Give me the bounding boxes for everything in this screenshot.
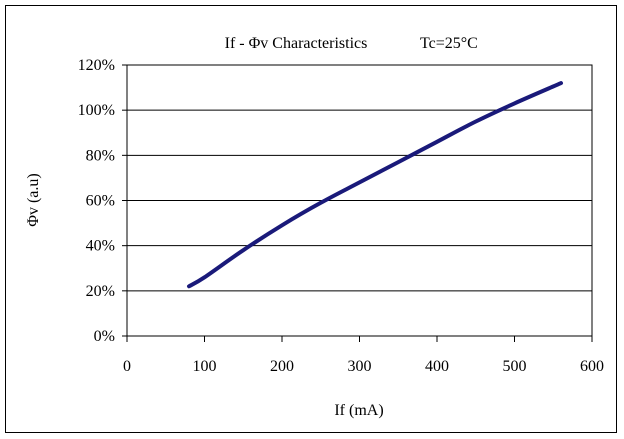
y-tick-label: 100% [78, 102, 115, 119]
x-tick-label: 400 [425, 358, 449, 375]
y-tick-label: 20% [86, 283, 115, 300]
series-layer [187, 81, 563, 289]
y-tick-label: 40% [86, 238, 115, 255]
y-tick-label: 80% [86, 147, 115, 164]
chart-title: If - Φv Characteristics [225, 35, 368, 52]
y-tick-label: 120% [78, 57, 115, 74]
x-tick-label: 200 [270, 358, 294, 375]
x-tick-label: 600 [580, 358, 604, 375]
x-tick-label: 0 [123, 358, 131, 375]
chart-frame [5, 5, 617, 433]
series-line [187, 81, 563, 289]
x-tick-label: 100 [193, 358, 217, 375]
axis-ticks [122, 64, 593, 342]
y-tick-label: 0% [94, 328, 115, 345]
chart-condition: Tc=25°C [420, 35, 478, 52]
x-tick-label: 500 [503, 358, 527, 375]
grid-lines [127, 109, 592, 292]
x-axis-label: If (mA) [334, 402, 383, 419]
y-axis-label: Φv (a.u) [25, 173, 42, 226]
y-tick-label: 60% [86, 193, 115, 210]
tick-labels: 0% 20% 40% 60% 80% 100% 120% 0 100 200 300 400 500 60… [78, 57, 604, 375]
x-tick-label: 300 [348, 358, 372, 375]
